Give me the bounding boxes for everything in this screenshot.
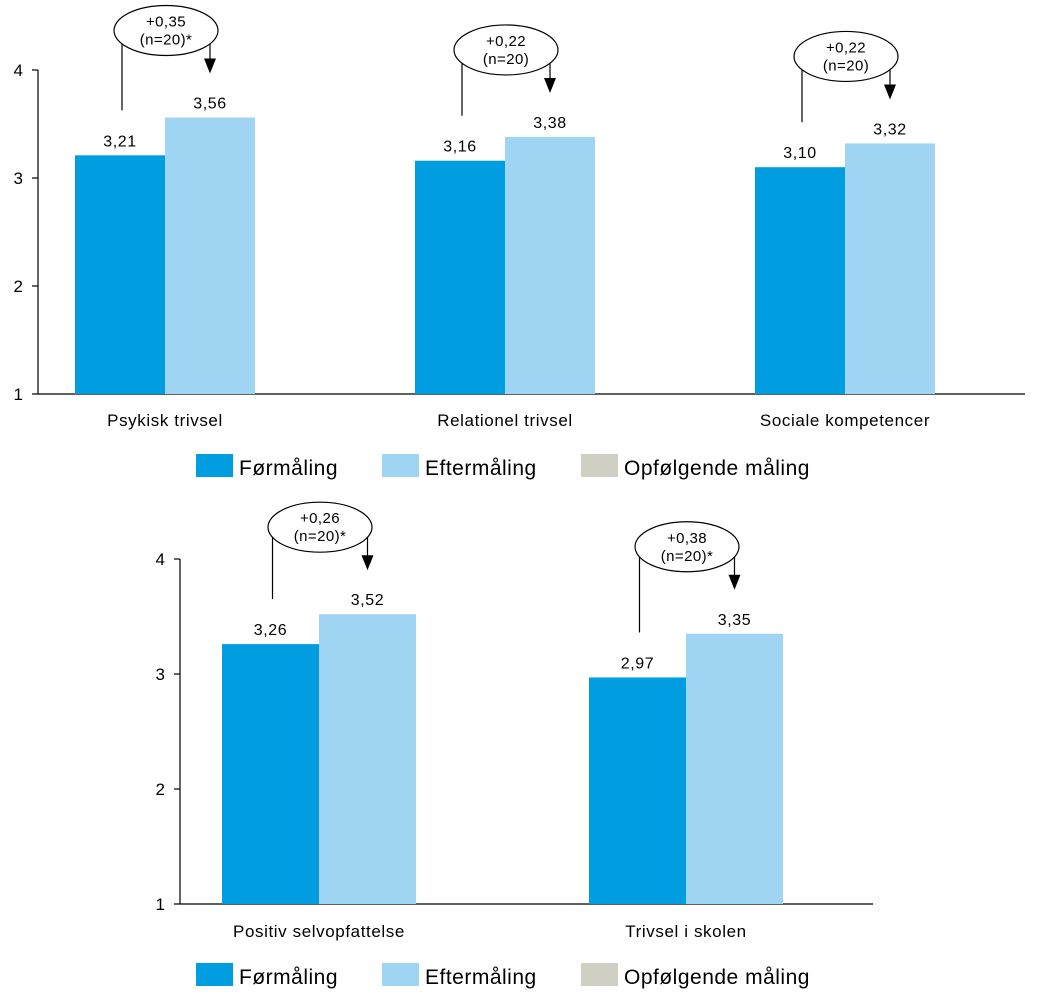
change-arrowhead <box>728 574 741 590</box>
change-ellipse <box>634 521 740 573</box>
bar-value-label: 2,97 <box>621 655 655 672</box>
bar-value-label: 3,21 <box>103 133 137 150</box>
legend-label: Eftermåling <box>425 966 537 989</box>
y-tick-label: 3 <box>156 665 165 684</box>
change-arrowhead <box>204 58 216 74</box>
y-tick-label: 1 <box>14 385 23 404</box>
y-tick-label: 4 <box>14 61 23 80</box>
bar-eftermaling <box>165 117 255 395</box>
change-n-count: (n=20) <box>483 51 529 68</box>
legend-label: Førmåling <box>239 457 338 480</box>
change-ellipse <box>453 24 559 76</box>
bar-eftermaling <box>319 614 416 904</box>
change-value: +0,38 <box>667 530 707 547</box>
bar-formaling <box>755 167 845 394</box>
bar-value-label: 3,56 <box>193 96 227 113</box>
y-tick-label: 4 <box>156 550 165 569</box>
legend-label: Førmåling <box>239 966 338 989</box>
category-label: Positiv selvopfattelse <box>233 922 405 941</box>
category-label: Sociale kompetencer <box>760 411 930 430</box>
category-label: Trivsel i skolen <box>625 922 746 941</box>
legend-label: Opfølgende måling <box>624 966 810 989</box>
bar-eftermaling <box>845 143 935 394</box>
change-value: +0,35 <box>146 14 186 31</box>
bar-eftermaling <box>505 136 595 394</box>
change-arrowhead <box>544 77 556 93</box>
change-value: +0,26 <box>300 510 340 527</box>
bar-value-label: 3,38 <box>533 115 567 132</box>
change-n-count: (n=20)* <box>140 32 192 49</box>
bar-formaling <box>589 677 686 904</box>
bar-value-label: 3,32 <box>873 121 907 138</box>
change-n-count: (n=20) <box>823 57 869 74</box>
bar-value-label: 3,26 <box>254 622 288 639</box>
category-label: Psykisk trivsel <box>107 411 223 430</box>
bar-value-label: 3,52 <box>351 592 385 609</box>
change-arrowhead <box>884 84 896 100</box>
legend-swatch <box>581 963 618 986</box>
bar-formaling <box>75 155 165 394</box>
change-value: +0,22 <box>486 33 526 50</box>
legend-swatch <box>581 454 618 477</box>
legend-swatch <box>382 963 419 986</box>
legend-label: Opfølgende måling <box>624 457 810 480</box>
bar-formaling <box>222 644 319 904</box>
change-value: +0,22 <box>826 39 866 56</box>
y-tick-label: 3 <box>14 169 23 188</box>
change-ellipse <box>267 501 373 553</box>
legend-swatch <box>196 454 233 477</box>
category-label: Relationel trivsel <box>437 411 573 430</box>
bar-value-label: 3,16 <box>443 139 477 156</box>
change-ellipse <box>793 30 899 83</box>
y-tick-label: 2 <box>14 277 23 296</box>
change-n-count: (n=20)* <box>661 548 713 565</box>
legend-swatch <box>382 454 419 477</box>
y-tick-label: 2 <box>156 780 165 799</box>
change-arrowhead <box>361 555 374 571</box>
change-n-count: (n=20)* <box>294 528 346 545</box>
bar-formaling <box>415 160 505 394</box>
bar-value-label: 3,10 <box>783 145 817 162</box>
legend-swatch <box>196 963 233 986</box>
change-ellipse <box>113 4 219 57</box>
y-tick-label: 1 <box>156 895 165 914</box>
legend-label: Eftermåling <box>425 457 537 480</box>
bar-eftermaling <box>686 633 783 904</box>
bar-value-label: 3,35 <box>718 612 752 629</box>
